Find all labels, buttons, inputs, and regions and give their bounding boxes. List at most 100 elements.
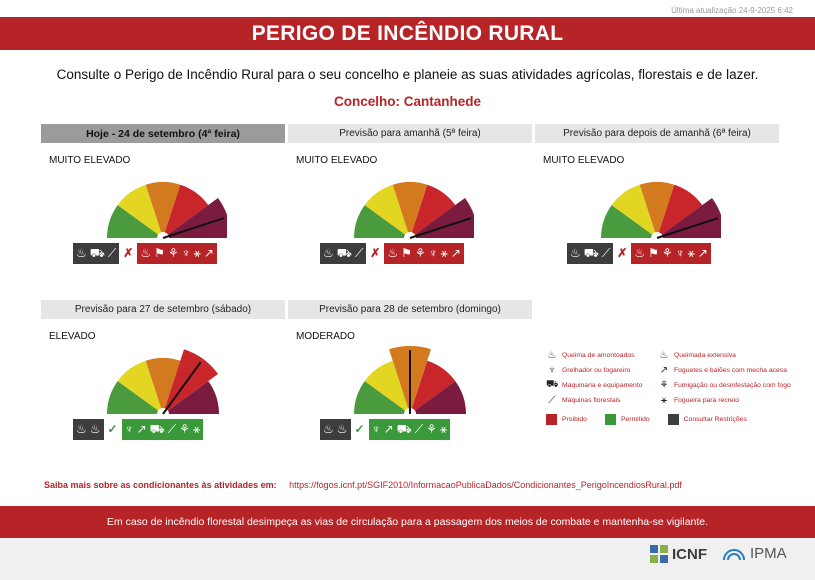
gauge-segment [392,181,428,238]
gauge-segment [163,349,218,414]
campfire-icon: ⚹ [193,246,201,260]
icnf-emblem-icon [650,545,668,563]
campfire-icon: ⚹ [440,246,448,260]
swatch-permitted: Permitido [604,413,650,425]
prohibited-mark: ✗ [617,246,628,260]
more-info-link[interactable]: https://fogos.icnf.pt/SGIF2010/Informaca… [289,480,682,490]
gauge-segment [410,381,466,414]
restricted-activities: ♨ ♨ [73,418,104,440]
rocket-icon: ⚑ [401,246,412,260]
panel-header: Hoje - 24 de setembro (4ª feira) [41,124,285,143]
ipma-name: IPMA [750,545,787,562]
swatch-color [546,413,557,425]
legend-item: ♆ Grelhador ou fogareiro [546,365,658,376]
gauge-segment [107,381,163,414]
council-name: Concelho: Cantanhede [333,94,481,109]
activity-icons: ♨ ⛟ ⟋ ✗ ♨ ⚑ ⚘ ♆ ⚹ ↗ [73,242,217,264]
permitted-mark: ✓ [354,422,365,436]
activity-icons: ♨ ⛟ ⟋ ✗ ♨ ⚑ ⚘ ♆ ⚹ ↗ [320,242,464,264]
fire-pile-icon: ♨ [570,246,581,260]
forecast-panel-tomorrow: Previsão para amanhã (5ª feira) MUITO EL… [288,124,532,274]
legend-item: ⚘ Fumigação ou desinfestação com fogo [659,380,791,391]
wide-fire-icon: ♨ [140,246,152,260]
ipma-logo: IPMA [722,545,787,562]
legend-item: ⚹ Fogueira para recreio [658,395,796,406]
danger-level: MUITO ELEVADO [49,155,131,166]
swatch-restrictions: Consultar Restrições [667,413,747,425]
wide-fire-icon: ♨ [336,422,348,436]
prohibited-mark: ✗ [370,246,381,260]
rocket-icon: ↗ [697,246,708,260]
grill-icon: ♆ [371,422,381,436]
permitted-activities: ♆ ↗ ⛟ ⟋ ⚘ ⚹ [121,418,204,440]
restricted-activities: ♨ ⛟ ⟋ [320,242,367,264]
gauge-segment [657,184,703,238]
activity-icons: ♨ ♨ ✓ ♆ ↗ ⛟ ⟋ ⚘ ⚹ [73,418,204,440]
last-update: Última atualização 24-9-2025 6:42 [671,6,793,15]
fire-pile-icon: ♨ [547,350,557,361]
tractor-icon: ⛟ [336,246,352,260]
rocket-icon: ↗ [136,422,147,436]
danger-level: MUITO ELEVADO [543,155,625,166]
prohibited-activities: ♨ ⚑ ⚘ ♆ ⚹ ↗ [631,242,711,264]
rocket-icon: ↗ [203,246,214,260]
wide-fire-icon: ♨ [387,246,399,260]
intro-text: Consulte o Perigo de Incêndio Rural para… [56,67,759,82]
gauge-segment [410,184,456,238]
chainsaw-icon: ⟋ [414,422,424,436]
fire-pile-icon: ♨ [76,246,87,260]
campfire-icon: ⚹ [192,422,201,436]
gauge-segment [410,198,474,238]
restricted-activities: ♨ ⛟ ⟋ [73,242,120,264]
gauge-segment [163,184,209,238]
gauge-segment [145,357,181,414]
gauge-segment [601,205,657,238]
rocket-icon: ↗ [450,246,461,260]
restricted-activities: ♨ ⛟ ⟋ [567,242,614,264]
chainsaw-icon: ⟋ [167,422,177,436]
swatch-color [667,413,679,425]
fumigation-icon: ⚘ [167,246,179,260]
swatch-color [604,413,616,425]
forecast-panel-day-after: Previsão para depois de amanhã (6ª feira… [535,124,779,274]
campfire-icon: ⚹ [687,246,695,260]
panel-header: Previsão para amanhã (5ª feira) [288,124,532,143]
danger-level: MUITO ELEVADO [296,155,378,166]
danger-level: MODERADO [296,331,355,342]
rocket-icon: ⚑ [154,246,165,260]
tractor-icon: ⛟ [149,422,165,436]
tractor-icon: ⛟ [89,246,105,260]
danger-gauge [107,349,219,420]
activity-icons: ♨ ♨ ✓ ♆ ↗ ⛟ ⟋ ⚘ ⚹ [320,418,451,440]
grill-icon: ♆ [548,365,556,376]
gauge-needle [656,217,719,239]
forecast-panel-28-sep: Previsão para 28 de setembro (domingo) M… [288,300,532,450]
legend-row: ⛟ Maquinaria e equipamento ⚘ Fumigação ou … [546,378,796,393]
prohibited-activities: ♨ ⚑ ⚘ ♆ ⚹ ↗ [137,242,217,264]
fire-pile-icon: ♨ [323,422,334,436]
fire-pile-icon: ♨ [323,246,334,260]
activity-icons: ♨ ⛟ ⟋ ✗ ♨ ⚑ ⚘ ♆ ⚹ ↗ [567,242,711,264]
gauge-segment [163,198,227,238]
gauge-needle [162,217,225,239]
gauge-segment [657,198,721,238]
chainsaw-icon: ⟋ [354,246,364,260]
gauge-segment [410,360,456,414]
legend-row: ♨ Queima de amontoados ♨ Queimada extensiv… [546,348,796,363]
gauge-segment [163,381,219,414]
permitted-activities: ♆ ↗ ⛟ ⟋ ⚘ ⚹ [368,418,451,440]
rocket-icon: ↗ [383,422,394,436]
gauge-segment [145,181,181,238]
campfire-icon: ⚹ [661,395,667,406]
restricted-activities: ♨ ♨ [320,418,351,440]
chainsaw-icon: ⟋ [548,395,556,406]
wide-fire-icon: ♨ [89,422,101,436]
legend-item: ⛟ Maquinaria e equipamento [546,379,643,390]
fumigation-icon: ⚘ [414,246,426,260]
rocket-icon: ⚑ [648,246,659,260]
legend-row: ♆ Grelhador ou fogareiro ↗ Foguetes e balõ… [546,363,796,378]
panel-header: Previsão para depois de amanhã (6ª feira… [535,124,779,143]
forecast-panel-today: Hoje - 24 de setembro (4ª feira) MUITO E… [41,124,285,274]
gauge-segment [117,360,163,414]
title-bar: PERIGO DE INCÊNDIO RURAL [0,17,815,50]
